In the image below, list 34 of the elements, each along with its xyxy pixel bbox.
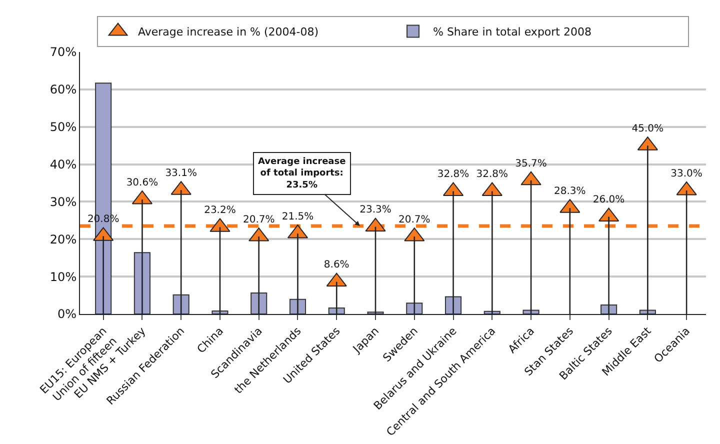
- bar: [134, 252, 150, 314]
- data-label: 21.5%: [282, 211, 314, 222]
- bar: [172, 294, 190, 314]
- y-tick-label: 0%: [58, 307, 77, 322]
- bar: [600, 304, 618, 314]
- y-tick-label: 20%: [50, 232, 77, 246]
- y-tick-label: 50%: [50, 120, 77, 134]
- data-label: 32.8%: [476, 169, 508, 180]
- data-label: 23.2%: [204, 205, 236, 216]
- legend-label: Average increase in % (2004-08): [138, 26, 319, 39]
- data-label: 32.8%: [437, 169, 470, 180]
- y-tick-label: 40%: [50, 157, 77, 172]
- y-tick-label: 60%: [50, 82, 77, 97]
- data-label: 30.6%: [126, 177, 158, 188]
- data-label: 33.1%: [165, 168, 197, 179]
- data-label: 35.7%: [515, 158, 547, 170]
- data-label: 8.6%: [324, 260, 350, 271]
- bar: [250, 292, 268, 314]
- bar: [212, 310, 228, 314]
- y-tick-label: 30%: [50, 194, 77, 209]
- data-label: 45.0%: [632, 123, 664, 134]
- data-label: 33.0%: [670, 168, 702, 180]
- legend-label: % Share in total export 2008: [433, 26, 592, 39]
- data-label: 23.3%: [360, 204, 392, 216]
- y-tick-label: 10%: [50, 270, 77, 284]
- data-label: 28.3%: [554, 186, 586, 197]
- bar: [522, 310, 540, 314]
- data-label: 20.7%: [398, 214, 430, 226]
- bar: [406, 302, 423, 314]
- bar: [328, 308, 345, 314]
- ref-line-label: Average increase of total imports: 23.5%: [258, 157, 346, 190]
- y-tick-label: 70%: [50, 45, 77, 60]
- data-label: 20.7%: [242, 214, 275, 226]
- data-label: 26.0%: [592, 194, 625, 206]
